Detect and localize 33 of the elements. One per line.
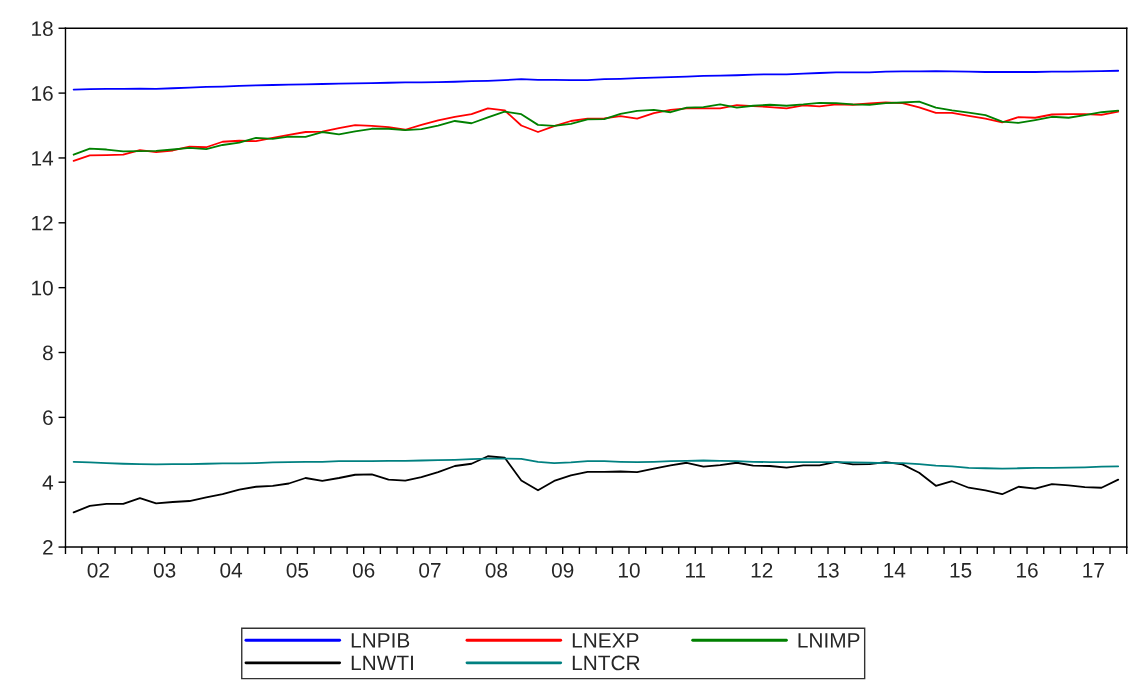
y-tick-label: 16 [32,86,53,101]
legend-label: LNPIB [351,633,410,648]
legend-label: LNEXP [572,633,639,648]
legend-label: LNWTI [351,655,413,671]
x-tick-label: 14 [884,563,906,578]
y-tick-label: 6 [43,410,53,426]
x-tick-label: 11 [686,563,706,578]
x-tick-label: 07 [419,562,441,578]
y-tick-label: 2 [43,540,53,555]
x-tick-label: 06 [352,562,375,578]
x-tick-label: 09 [551,562,574,578]
line-series [72,455,1120,514]
line-series [72,69,1120,91]
y-tick-label: 10 [32,280,53,296]
y-tick-label: 4 [42,475,54,490]
legend-label: LNTCR [572,655,640,671]
y-tick-label: 18 [32,21,53,36]
x-tick-label: 05 [286,562,309,578]
x-tick-label: 12 [751,562,773,578]
y-tick-label: 12 [32,215,53,231]
x-tick-label: 04 [220,562,243,578]
x-tick-label: 08 [485,562,508,578]
line-series [72,457,1120,470]
x-tick-label: 13 [818,562,839,578]
x-tick-label: 16 [1017,562,1038,578]
x-tick-label: 02 [87,562,109,578]
x-tick-label: 17 [1083,563,1104,578]
x-tick-label: 03 [153,562,176,578]
y-tick-label: 14 [32,151,54,166]
x-tick-label: 10 [618,562,640,578]
x-tick-label: 15 [950,563,972,578]
legend-label: LNIMP [798,633,860,648]
y-tick-label: 8 [43,345,53,361]
